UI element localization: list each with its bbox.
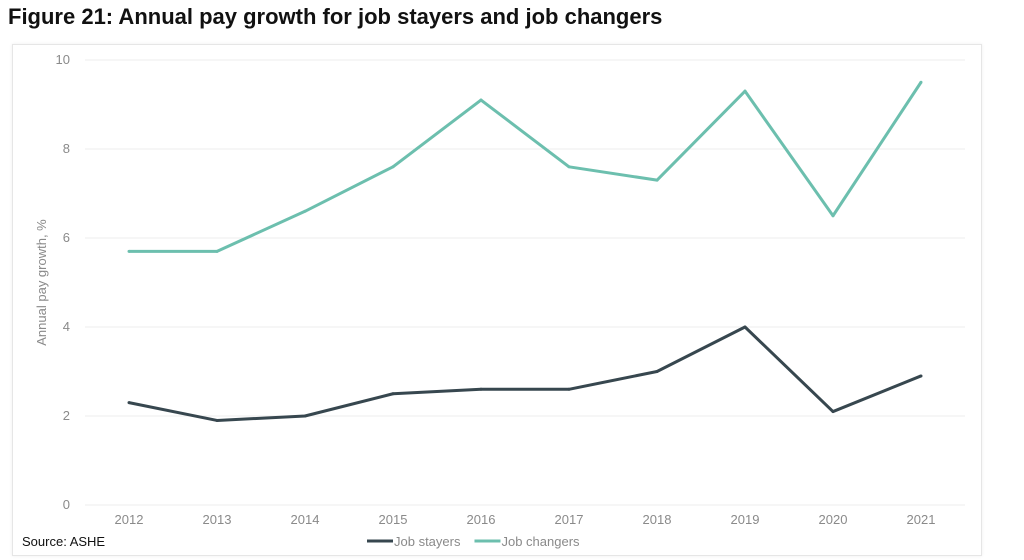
x-tick-label: 2020 bbox=[819, 512, 848, 527]
y-tick-label: 8 bbox=[63, 141, 70, 156]
data-point bbox=[127, 401, 131, 405]
x-tick-label: 2018 bbox=[643, 512, 672, 527]
data-point bbox=[303, 209, 307, 213]
x-tick-label: 2017 bbox=[555, 512, 584, 527]
data-point bbox=[567, 387, 571, 391]
series-line-job-stayers bbox=[128, 325, 922, 422]
data-point bbox=[127, 249, 131, 253]
data-point bbox=[567, 165, 571, 169]
x-tick-label: 2012 bbox=[115, 512, 144, 527]
y-tick-label: 0 bbox=[63, 497, 70, 512]
data-point bbox=[215, 418, 219, 422]
x-tick-label: 2014 bbox=[291, 512, 320, 527]
y-tick-label: 6 bbox=[63, 230, 70, 245]
data-point bbox=[743, 89, 747, 93]
data-point bbox=[479, 387, 483, 391]
data-point bbox=[831, 410, 835, 414]
chart-title: Figure 21: Annual pay growth for job sta… bbox=[8, 4, 663, 29]
data-point bbox=[919, 374, 923, 378]
source-note: Source: ASHE bbox=[22, 534, 106, 549]
x-tick-label: 2015 bbox=[379, 512, 408, 527]
chart-frame bbox=[12, 44, 982, 556]
data-point bbox=[391, 392, 395, 396]
y-tick-label: 10 bbox=[56, 52, 70, 67]
x-tick-label: 2019 bbox=[731, 512, 760, 527]
data-point bbox=[303, 414, 307, 418]
data-point bbox=[391, 165, 395, 169]
legend-label: Job stayers bbox=[394, 534, 461, 549]
legend-label: Job changers bbox=[501, 534, 580, 549]
x-tick-label: 2013 bbox=[203, 512, 232, 527]
data-point bbox=[479, 98, 483, 102]
data-point bbox=[831, 214, 835, 218]
series-line-job-changers bbox=[129, 81, 923, 253]
y-tick-label: 4 bbox=[63, 319, 70, 334]
data-point bbox=[655, 178, 659, 182]
data-point bbox=[919, 80, 923, 84]
x-tick-label: 2021 bbox=[907, 512, 936, 527]
y-axis-label: Annual pay growth, % bbox=[34, 219, 49, 346]
x-tick-label: 2016 bbox=[467, 512, 496, 527]
data-point bbox=[655, 370, 659, 373]
data-point bbox=[743, 325, 747, 329]
y-tick-label: 2 bbox=[63, 408, 70, 423]
data-point bbox=[215, 249, 219, 253]
